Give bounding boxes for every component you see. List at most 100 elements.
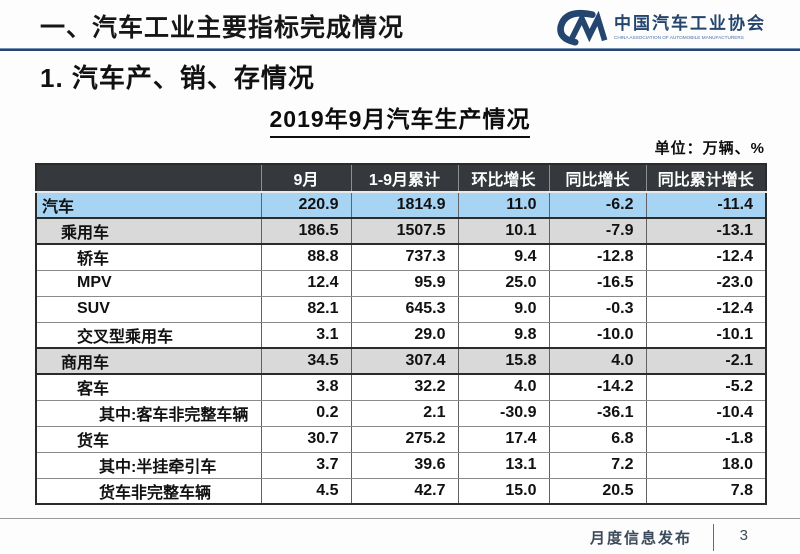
row-label-cell: 汽车	[36, 192, 261, 219]
value-cell: -16.5	[548, 270, 646, 297]
table-row: 货车非完整车辆 4.5 42.7 15.0 20.5 7.8	[36, 478, 766, 505]
row-label-cell: 其中:半挂牵引车	[36, 452, 261, 479]
value-cell: 186.5	[260, 218, 351, 245]
table-row: 轿车 88.8 737.3 9.4 -12.8 -12.4	[36, 244, 766, 271]
value-cell: 20.5	[548, 478, 646, 505]
page-title: 一、汽车工业主要指标完成情况	[40, 14, 405, 42]
column-header-yoy-growth: 同比增长	[548, 164, 646, 193]
table-row: 其中:客车非完整车辆 0.2 2.1 -30.9 -36.1 -10.4	[36, 400, 766, 427]
value-cell: -13.1	[645, 218, 766, 245]
value-cell: -12.8	[548, 244, 646, 271]
row-label-cell: MPV	[36, 270, 261, 297]
value-cell: 1814.9	[350, 192, 458, 219]
footer: 月度信息发布 3	[480, 522, 800, 552]
value-cell: 4.0	[457, 374, 549, 401]
value-cell: -7.9	[548, 218, 646, 245]
row-label-cell: 乘用车	[36, 218, 261, 245]
table-row: 乘用车 186.5 1507.5 10.1 -7.9 -13.1	[36, 218, 766, 245]
table-title: 2019年9月汽车生产情况	[269, 100, 531, 138]
value-cell: 30.7	[260, 426, 351, 453]
value-cell: -5.2	[645, 374, 766, 401]
section-title: 1. 汽车产、销、存情况	[40, 63, 315, 93]
page-number: 3	[739, 527, 748, 544]
value-cell: 88.8	[260, 244, 351, 271]
row-label-cell: 其中:客车非完整车辆	[36, 400, 261, 427]
value-cell: 737.3	[350, 244, 458, 271]
value-cell: -10.4	[645, 400, 766, 427]
value-cell: -1.8	[645, 426, 766, 453]
production-table: 9月 1-9月累计 环比增长 同比增长 同比累计增长 汽车 220.9 1814.9…	[35, 163, 767, 505]
header-divider	[0, 48, 800, 51]
unit-label: 单位：万辆、%	[654, 140, 765, 157]
value-cell: -6.2	[548, 192, 646, 219]
row-label-cell: 交叉型乘用车	[36, 322, 261, 349]
column-header-mom-growth: 环比增长	[457, 164, 549, 193]
value-cell: -10.1	[645, 322, 766, 349]
value-cell: 9.4	[457, 244, 549, 271]
value-cell: 25.0	[457, 270, 549, 297]
value-cell: 39.6	[350, 452, 458, 479]
value-cell: -2.1	[645, 348, 766, 375]
value-cell: -12.4	[645, 244, 766, 271]
caam-logo-text: 中国汽车工业协会 CHINA ASSOCIATION OF AUTOMOBILE…	[614, 9, 788, 42]
value-cell: 10.1	[457, 218, 549, 245]
value-cell: 17.4	[457, 426, 549, 453]
row-label-cell: 轿车	[36, 244, 261, 271]
footer-page-divider	[713, 524, 714, 551]
value-cell: 645.3	[350, 296, 458, 323]
value-cell: 275.2	[350, 426, 458, 453]
value-cell: 32.2	[350, 374, 458, 401]
top-header: 一、汽车工业主要指标完成情况 中国汽车工业协会 CHINA ASSOCIATIO…	[0, 0, 800, 48]
table-header-row: 9月 1-9月累计 环比增长 同比增长 同比累计增长	[36, 164, 766, 193]
table-row: MPV 12.4 95.9 25.0 -16.5 -23.0	[36, 270, 766, 297]
value-cell: 95.9	[350, 270, 458, 297]
table-row: 客车 3.8 32.2 4.0 -14.2 -5.2	[36, 374, 766, 401]
caam-logo: 中国汽车工业协会 CHINA ASSOCIATION OF AUTOMOBILE…	[550, 6, 788, 46]
table-row: 汽车 220.9 1814.9 11.0 -6.2 -11.4	[36, 192, 766, 219]
value-cell: -10.0	[548, 322, 646, 349]
value-cell: -11.4	[645, 192, 766, 219]
value-cell: 4.5	[260, 478, 351, 505]
value-cell: -14.2	[548, 374, 646, 401]
table-row: 商用车 34.5 307.4 15.8 4.0 -2.1	[36, 348, 766, 375]
column-header-september: 9月	[260, 164, 351, 193]
caam-logo-icon	[557, 9, 608, 46]
value-cell: -12.4	[645, 296, 766, 323]
value-cell: 307.4	[350, 348, 458, 375]
row-label-cell: SUV	[36, 296, 261, 323]
column-header-label	[36, 164, 261, 193]
table-row: 货车 30.7 275.2 17.4 6.8 -1.8	[36, 426, 766, 453]
table-row: 其中:半挂牵引车 3.7 39.6 13.1 7.2 18.0	[36, 452, 766, 479]
column-header-cumulative: 1-9月累计	[350, 164, 458, 193]
value-cell: 34.5	[260, 348, 351, 375]
value-cell: 9.8	[457, 322, 549, 349]
value-cell: 15.0	[457, 478, 549, 505]
row-label-cell: 客车	[36, 374, 261, 401]
value-cell: 15.8	[457, 348, 549, 375]
row-label-cell: 货车非完整车辆	[36, 478, 261, 505]
value-cell: 7.2	[548, 452, 646, 479]
value-cell: 12.4	[260, 270, 351, 297]
value-cell: -30.9	[457, 400, 549, 427]
caam-logo-en: CHINA ASSOCIATION OF AUTOMOBILE MANUFACT…	[614, 36, 744, 41]
value-cell: 220.9	[260, 192, 351, 219]
row-label-cell: 商用车	[36, 348, 261, 375]
value-cell: 3.7	[260, 452, 351, 479]
value-cell: 2.1	[350, 400, 458, 427]
value-cell: -23.0	[645, 270, 766, 297]
value-cell: 13.1	[457, 452, 549, 479]
value-cell: -0.3	[548, 296, 646, 323]
value-cell: 3.8	[260, 374, 351, 401]
table-body: 汽车 220.9 1814.9 11.0 -6.2 -11.4 乘用车 186.5 1507.5…	[36, 192, 766, 505]
table-row: 交叉型乘用车 3.1 29.0 9.8 -10.0 -10.1	[36, 322, 766, 349]
value-cell: 0.2	[260, 400, 351, 427]
table-row: SUV 82.1 645.3 9.0 -0.3 -12.4	[36, 296, 766, 323]
column-header-yoy-cumulative-growth: 同比累计增长	[645, 164, 766, 193]
value-cell: 3.1	[260, 322, 351, 349]
row-label-cell: 货车	[36, 426, 261, 453]
table-title-wrap: 2019年9月汽车生产情况	[0, 100, 800, 138]
value-cell: 9.0	[457, 296, 549, 323]
value-cell: 4.0	[548, 348, 646, 375]
value-cell: 42.7	[350, 478, 458, 505]
